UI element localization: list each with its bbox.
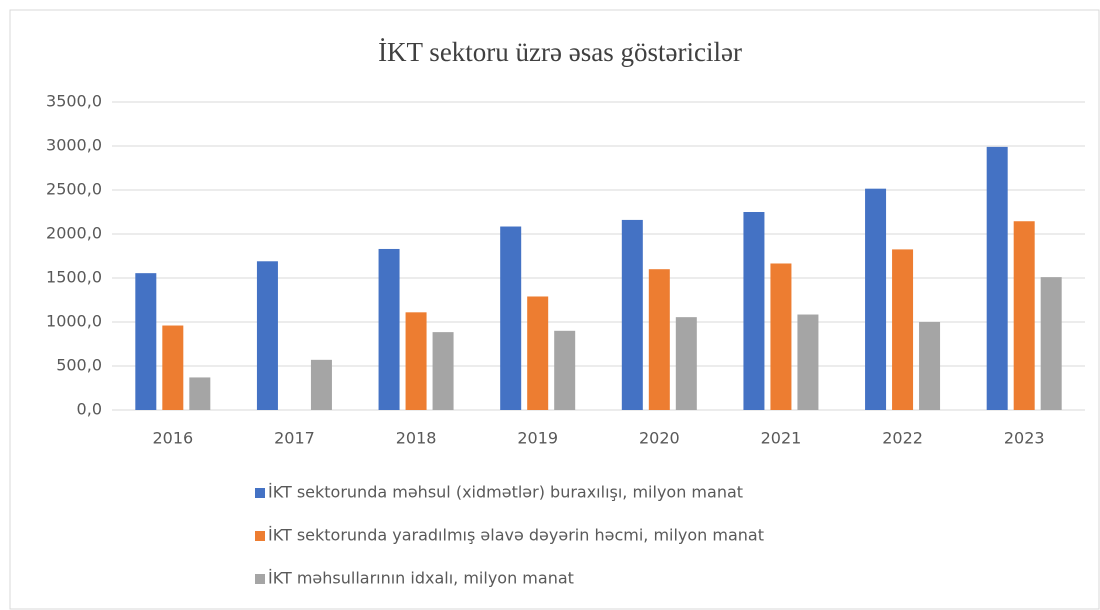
bar [432, 332, 454, 410]
bar [865, 188, 887, 410]
bar [797, 314, 819, 410]
bar [1040, 277, 1062, 410]
bar [621, 219, 643, 410]
bar [986, 146, 1008, 410]
bar [648, 269, 670, 410]
y-tick-label: 3500,0 [46, 92, 102, 111]
x-tick-label: 2021 [761, 429, 802, 448]
y-tick-label: 2000,0 [46, 224, 102, 243]
y-tick-label: 1500,0 [46, 268, 102, 287]
x-tick-label: 2020 [639, 429, 680, 448]
x-tick-label: 2023 [1004, 429, 1045, 448]
legend-label: İKT məhsullarının idxalı, milyon manat [268, 569, 574, 588]
x-tick-label: 2018 [396, 429, 437, 448]
y-tick-label: 0,0 [77, 400, 102, 419]
chart-frame [9, 9, 1100, 610]
x-tick-label: 2019 [517, 429, 558, 448]
bar [405, 312, 427, 410]
bar [892, 249, 914, 410]
y-tick-label: 1000,0 [46, 312, 102, 331]
bar [500, 226, 522, 410]
bar [1013, 221, 1035, 410]
y-tick-label: 2500,0 [46, 180, 102, 199]
legend-label: İKT sektorunda məhsul (xidmətlər) buraxı… [268, 483, 743, 502]
x-tick-label: 2017 [274, 429, 315, 448]
legend-swatch [255, 531, 265, 541]
bar [527, 296, 549, 410]
bar [162, 325, 184, 410]
bar [256, 261, 278, 410]
bar [675, 317, 697, 410]
bar [189, 377, 211, 410]
x-tick-label: 2022 [882, 429, 923, 448]
legend-label: İKT sektorunda yaradılmış əlavə dəyərin … [268, 526, 764, 545]
bar [310, 359, 332, 410]
legend-swatch [255, 574, 265, 584]
y-tick-label: 500,0 [56, 356, 102, 375]
bar [919, 322, 941, 410]
bar [378, 248, 400, 410]
bar [554, 330, 576, 410]
x-tick-label: 2016 [152, 429, 193, 448]
chart-title: İKT sektoru üzrə əsas göstəricilər [378, 37, 742, 67]
bar [770, 263, 792, 410]
legend-swatch [255, 488, 265, 498]
bar [743, 212, 765, 410]
bar [135, 273, 157, 410]
y-tick-label: 3000,0 [46, 136, 102, 155]
